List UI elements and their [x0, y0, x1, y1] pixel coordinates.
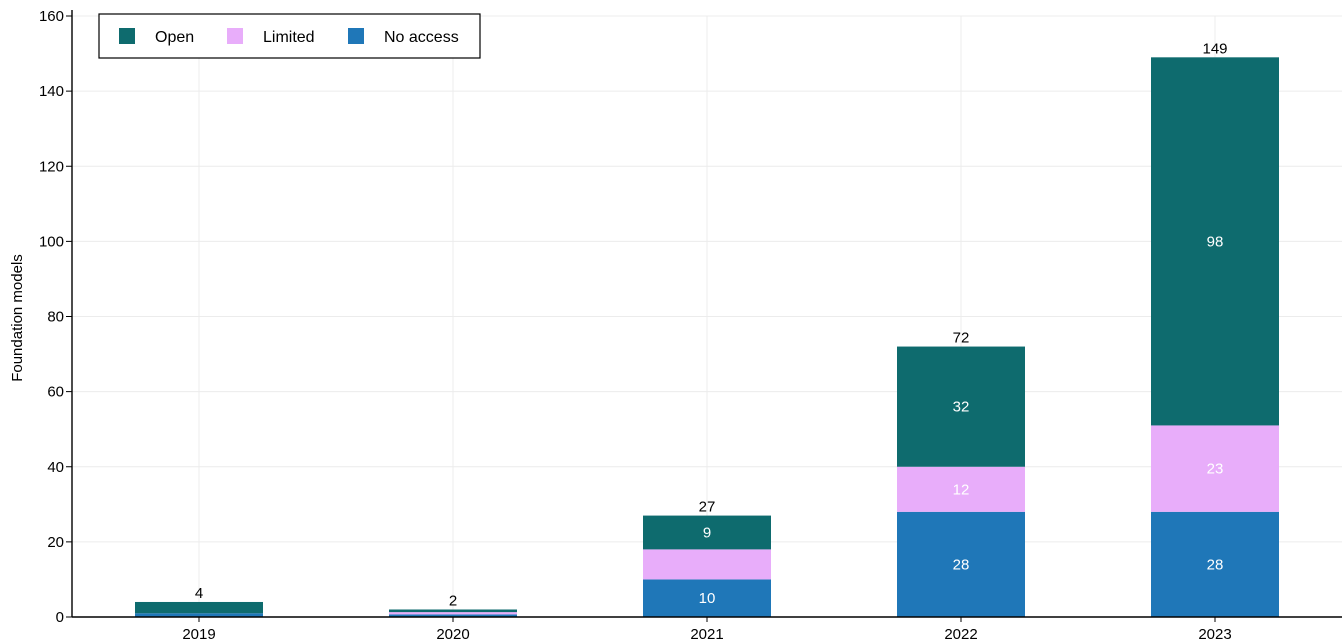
x-tick-label: 2022 [944, 626, 977, 643]
segment-value-label: 98 [1207, 233, 1224, 250]
bar-segment-limited-2021 [643, 549, 771, 580]
bar-total-label: 2 [449, 592, 457, 609]
y-tick-label: 0 [56, 609, 64, 626]
segment-value-label: 10 [699, 590, 716, 607]
y-tick-label: 60 [47, 384, 64, 401]
bar-segment-no-access-2020 [389, 614, 517, 617]
y-tick-label: 160 [39, 8, 64, 25]
x-tick-label: 2023 [1198, 626, 1231, 643]
segment-value-label: 28 [1207, 556, 1224, 573]
bar-segment-no-access-2023 [1151, 511, 1279, 617]
legend: Open Limited No access [98, 13, 481, 59]
x-tick-label: 2021 [690, 626, 723, 643]
legend-label-open: Open [155, 29, 194, 46]
x-tick-label: 2020 [436, 626, 469, 643]
bar-segment-no-access-2021 [643, 579, 771, 617]
bar-segment-open-2021 [643, 515, 771, 550]
bar-segment-open-2019 [135, 601, 263, 614]
bar-segment-limited-2022 [897, 466, 1025, 512]
y-tick-label: 100 [39, 233, 64, 250]
bar-total-label: 72 [953, 330, 970, 347]
y-tick-label: 40 [47, 459, 64, 476]
bar-segment-limited-2023 [1151, 425, 1279, 512]
bar-segment-limited-2020 [389, 612, 517, 615]
bar-total-label: 4 [195, 585, 203, 602]
x-tick-label: 2019 [182, 626, 215, 643]
legend-label-limited: Limited [263, 29, 315, 46]
legend-swatch-limited [227, 28, 243, 44]
segment-value-label: 32 [953, 399, 970, 416]
bar-total-label: 27 [699, 499, 716, 516]
y-axis-title: Foundation models [9, 254, 26, 382]
bar-segment-no-access-2022 [897, 511, 1025, 617]
segment-value-label: 28 [953, 556, 970, 573]
segment-value-label: 23 [1207, 461, 1224, 478]
legend-box [98, 13, 481, 59]
legend-swatch-open [119, 28, 135, 44]
y-tick-label: 80 [47, 309, 64, 326]
bar-segment-open-2022 [897, 346, 1025, 467]
bar-segment-open-2023 [1151, 57, 1279, 426]
legend-label-no-access: No access [384, 29, 459, 46]
y-tick-label: 140 [39, 83, 64, 100]
segment-value-label: 9 [703, 524, 711, 541]
y-tick-label: 20 [47, 534, 64, 551]
bar-segment-no-access-2019 [135, 613, 263, 617]
legend-swatch-no-access [348, 28, 364, 44]
segment-value-label: 12 [953, 481, 970, 498]
bar-segment-open-2020 [389, 609, 517, 613]
bar-total-label: 149 [1202, 40, 1227, 57]
bars-layer: 4 2 10 9 27 28 12 32 72 28 23 98 149 [135, 40, 1279, 617]
y-tick-label: 120 [39, 158, 64, 175]
axes-layer: 0 20 40 60 80 100 120 140 160 2019 2020 2021 2022 202… [39, 8, 1342, 643]
